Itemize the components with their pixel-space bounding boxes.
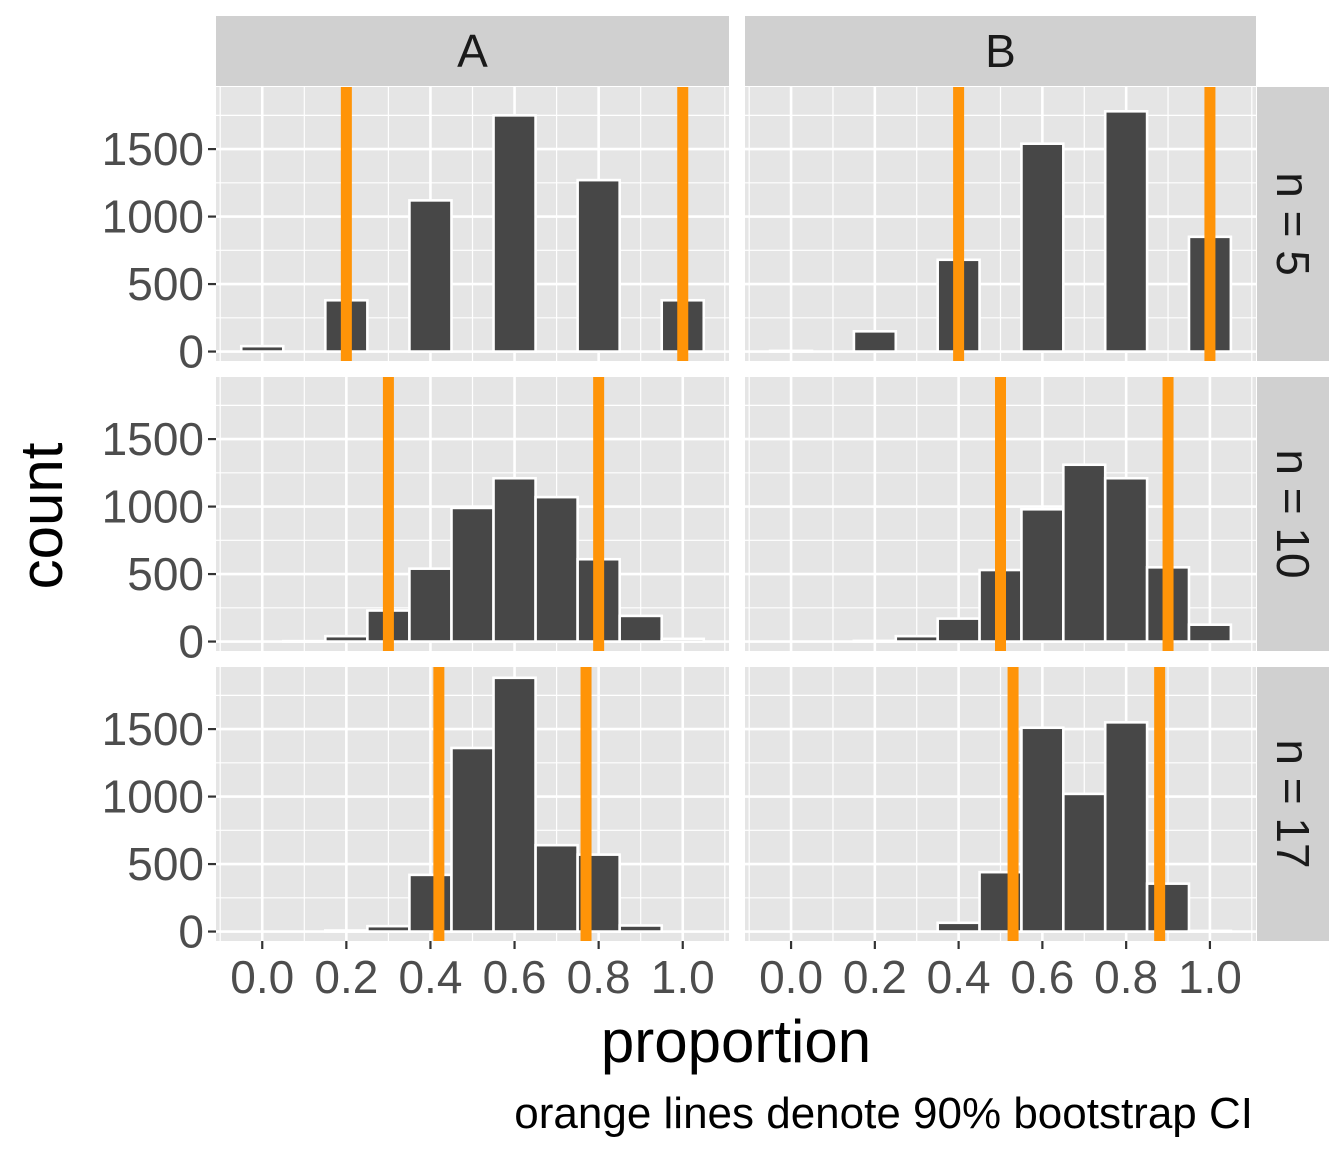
axes: 0 500 1000 1500 0 500 1000 1500 0 500 1000 1500 0.0 0… xyxy=(102,123,1242,1003)
x-tick-label: 0.2 xyxy=(314,951,378,1003)
histogram-bar xyxy=(852,330,898,353)
y-axis-title: count xyxy=(8,442,75,589)
y-tick-label: 1500 xyxy=(102,123,204,175)
y-tick-label: 1000 xyxy=(102,771,204,823)
y-tick-label: 500 xyxy=(127,838,204,890)
x-tick-label: 0.6 xyxy=(483,951,547,1003)
histogram-bar xyxy=(450,746,495,933)
histogram-bar xyxy=(492,676,537,933)
facet-strips: A Bn = 5 n = 10 n = 17 xyxy=(216,16,1329,941)
histogram-bar xyxy=(1187,623,1233,643)
histogram-bar xyxy=(660,637,706,643)
panel-B-1 xyxy=(745,377,1256,651)
panel-A-0 xyxy=(216,87,729,361)
x-tick-label: 0.8 xyxy=(1094,951,1158,1003)
y-tick-label: 1000 xyxy=(102,481,204,533)
histogram-bar xyxy=(366,924,411,933)
histogram-bar xyxy=(450,506,495,643)
row-strip xyxy=(1257,377,1329,651)
histogram-bar xyxy=(768,349,814,353)
col-strip-A xyxy=(216,16,729,86)
histogram-bar xyxy=(936,921,981,933)
x-axis-title: proportion xyxy=(601,1008,871,1075)
panel-A-2 xyxy=(216,667,729,941)
row-strip xyxy=(1257,667,1329,941)
facet-panels xyxy=(216,87,1256,941)
x-tick-label: 0.4 xyxy=(927,951,991,1003)
histogram-bar xyxy=(1062,792,1107,933)
x-tick-label: 0.0 xyxy=(230,951,294,1003)
y-tick-label: 500 xyxy=(127,258,204,310)
x-tick-label: 0.4 xyxy=(398,951,462,1003)
histogram-bar xyxy=(1103,476,1149,643)
panel-A-1 xyxy=(216,377,729,651)
histogram-bar xyxy=(408,199,453,353)
histogram-bar xyxy=(1020,142,1065,353)
col-strip-label: B xyxy=(985,25,1016,77)
histogram-bar xyxy=(239,344,285,353)
y-tick-label: 1500 xyxy=(102,703,204,755)
histogram-bar xyxy=(408,873,453,933)
histogram-bar xyxy=(1103,721,1149,933)
histogram-bar xyxy=(576,178,621,353)
x-tick-label: 0.8 xyxy=(567,951,631,1003)
x-tick-label: 1.0 xyxy=(651,951,715,1003)
histogram-bar xyxy=(894,634,939,643)
histogram-bar xyxy=(852,639,898,643)
row-strip-label: n = 5 xyxy=(1267,172,1319,276)
histogram-bar xyxy=(534,495,579,643)
histogram-bar xyxy=(408,567,453,643)
histogram-bar xyxy=(1103,109,1149,353)
histogram-bar xyxy=(1062,463,1107,643)
row-strip xyxy=(1257,87,1329,361)
x-tick-label: 0.0 xyxy=(759,951,823,1003)
panel-B-2 xyxy=(745,667,1256,941)
x-tick-label: 1.0 xyxy=(1178,951,1242,1003)
y-tick-label: 500 xyxy=(127,548,204,600)
histogram-bar xyxy=(534,843,579,933)
histogram-bar xyxy=(1020,507,1065,643)
x-tick-label: 0.6 xyxy=(1010,951,1074,1003)
histogram-bar xyxy=(1145,882,1191,933)
histogram-bar xyxy=(324,929,369,933)
histogram-bar xyxy=(492,114,537,353)
histogram-bar xyxy=(936,617,981,643)
col-strip-label: A xyxy=(457,25,488,77)
y-tick-label: 1500 xyxy=(102,413,204,465)
y-tick-label: 0 xyxy=(178,616,204,668)
chart-caption: orange lines denote 90% bootstrap CI xyxy=(514,1089,1253,1138)
histogram-bar xyxy=(618,614,664,643)
y-tick-label: 1000 xyxy=(102,191,204,243)
row-strip-label: n = 17 xyxy=(1267,739,1319,868)
histogram-bar xyxy=(1020,726,1065,933)
histogram-bar xyxy=(492,476,537,643)
col-strip-B xyxy=(745,16,1256,86)
histogram-bar xyxy=(324,634,369,643)
panel-B-0 xyxy=(745,87,1256,361)
row-strip-label: n = 10 xyxy=(1267,449,1319,578)
x-tick-label: 0.2 xyxy=(843,951,907,1003)
histogram-bar xyxy=(1187,929,1233,933)
y-tick-label: 0 xyxy=(178,906,204,958)
y-tick-label: 0 xyxy=(178,326,204,378)
histogram-bar xyxy=(281,639,327,643)
histogram-bar xyxy=(618,924,664,933)
